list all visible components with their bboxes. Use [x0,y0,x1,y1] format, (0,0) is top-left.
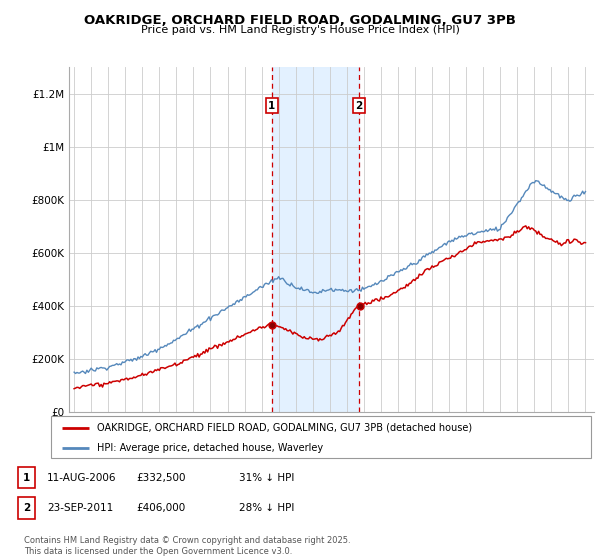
Text: Contains HM Land Registry data © Crown copyright and database right 2025.
This d: Contains HM Land Registry data © Crown c… [24,536,350,556]
FancyBboxPatch shape [51,416,591,458]
Bar [272,67,359,412]
Text: 1: 1 [268,101,275,111]
Text: 28% ↓ HPI: 28% ↓ HPI [239,503,294,513]
Text: HPI: Average price, detached house, Waverley: HPI: Average price, detached house, Wave… [97,442,323,452]
Text: 2: 2 [23,503,30,513]
Text: 31% ↓ HPI: 31% ↓ HPI [239,473,294,483]
Text: OAKRIDGE, ORCHARD FIELD ROAD, GODALMING, GU7 3PB (detached house): OAKRIDGE, ORCHARD FIELD ROAD, GODALMING,… [97,423,472,433]
Text: Price paid vs. HM Land Registry's House Price Index (HPI): Price paid vs. HM Land Registry's House … [140,25,460,35]
Text: OAKRIDGE, ORCHARD FIELD ROAD, GODALMING, GU7 3PB: OAKRIDGE, ORCHARD FIELD ROAD, GODALMING,… [84,14,516,27]
Text: 11-AUG-2006: 11-AUG-2006 [47,473,116,483]
Text: £332,500: £332,500 [137,473,187,483]
Text: 23-SEP-2011: 23-SEP-2011 [47,503,113,513]
Text: 1: 1 [23,473,30,483]
Text: £406,000: £406,000 [137,503,186,513]
Text: 2: 2 [355,101,363,111]
